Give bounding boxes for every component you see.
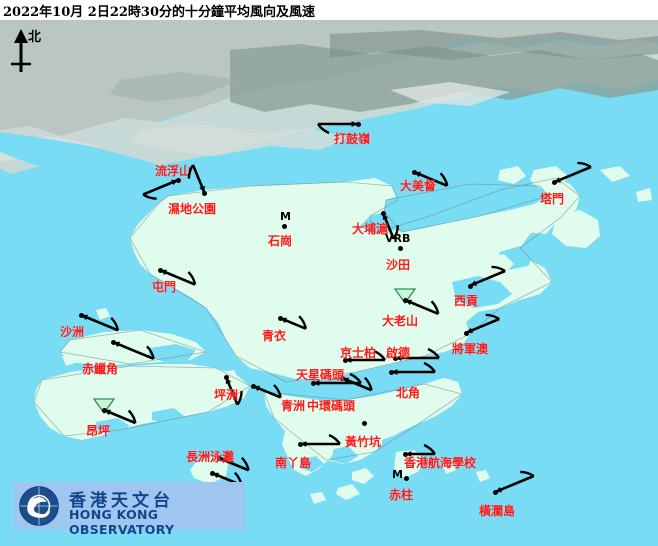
station-label: 坪洲 [214, 388, 239, 402]
station-label: 黃竹坑 [345, 435, 382, 449]
station-wind-note: M [392, 468, 403, 481]
hong-kong-wind-map [0, 20, 658, 546]
lantau-island [34, 364, 250, 440]
wind-barb [405, 443, 436, 457]
station-label: 流浮山 [155, 164, 192, 178]
station-label: 赤柱 [389, 488, 414, 502]
station-label: 西貢 [454, 294, 479, 308]
wind-barb [142, 178, 179, 200]
station-dot [201, 190, 207, 196]
wind-barb [218, 456, 250, 472]
wind-barb [465, 313, 500, 335]
north-label: 北 [28, 30, 42, 45]
wind-barb [103, 408, 137, 425]
wind-barb [381, 212, 400, 240]
deep-bay [0, 132, 210, 200]
station-label: 昂坪 [86, 424, 111, 438]
wind-barb [313, 372, 362, 386]
station-label: 長洲泳灘 [186, 450, 235, 464]
hko-logo: 香港天文台 HONG KONG OBSERVATORY [13, 482, 245, 537]
station-label: 赤鱲角 [82, 362, 119, 376]
station-label: 天星碼頭 [296, 368, 345, 382]
wind-barb [224, 376, 243, 406]
north-arrow-icon [11, 29, 31, 72]
logo-chinese-text: 香港天文台 [69, 491, 174, 511]
wind-barb [252, 384, 282, 399]
station-label: 橫瀾島 [479, 504, 516, 518]
station-overlay: 打鼓嶺流浮山濕地公園石崗 M 大美督塔門大埔滬沙田 VRB 屯門沙洲赤鱲角昂坪 西貢大老山… [0, 20, 658, 546]
station-wind-note: VRB [385, 232, 411, 245]
station-wind-note: M [280, 210, 291, 223]
station-dot [397, 245, 403, 251]
elevated-station-triangle-icon [93, 398, 115, 414]
wind-barb [317, 121, 358, 135]
station-label: 石崗 [268, 234, 293, 248]
station-label: 將軍澳 [452, 342, 489, 356]
wind-barb [300, 433, 341, 447]
station-label: 京士柏 [340, 346, 377, 360]
wind-barb [112, 340, 155, 361]
station-dot [403, 475, 409, 481]
station-dot [467, 283, 473, 289]
wind-barb [494, 470, 535, 494]
station-dot [492, 489, 498, 495]
station-label: 大老山 [382, 314, 419, 328]
wind-barb [279, 315, 308, 330]
station-label: 南丫島 [275, 456, 312, 470]
station-label: 啟德 [386, 346, 411, 360]
station-label: 打鼓嶺 [334, 132, 371, 146]
wind-barb [159, 268, 197, 286]
station-label: 塔門 [540, 192, 565, 206]
tsing-yi [256, 322, 292, 346]
station-label: 沙洲 [60, 325, 85, 339]
station-dot [361, 420, 367, 426]
coastline-strokes [33, 177, 581, 461]
elevated-station-triangle-icon [394, 288, 416, 304]
station-label: 沙田 [386, 258, 411, 272]
title-bar: 2022年10月 2日22時30分的十分鐘平均風向及風速 [0, 0, 658, 20]
station-label: 中環碼頭 [307, 399, 356, 413]
wind-barb [395, 347, 440, 361]
wind-barb [345, 349, 386, 363]
wind-barb [553, 161, 592, 184]
station-dot [463, 330, 469, 336]
tolo-harbour [384, 180, 548, 232]
station-dot [175, 177, 181, 183]
station-label: 青衣 [262, 329, 287, 343]
map-base-layer [0, 20, 658, 546]
page-title: 2022年10月 2日22時30分的十分鐘平均風向及風速 [3, 5, 316, 20]
wind-barb [391, 361, 436, 375]
waglan-island [476, 470, 490, 482]
station-label: 大美督 [400, 179, 437, 193]
wind-barb [80, 313, 120, 332]
wind-barb [413, 170, 449, 187]
wind-barb [469, 266, 506, 288]
station-dot [281, 223, 287, 229]
wind-barb [404, 298, 440, 315]
station-label: 屯門 [152, 280, 177, 294]
station-label: 北角 [396, 386, 421, 400]
station-label: 濕地公園 [168, 202, 217, 216]
hong-kong-landmass [34, 166, 600, 504]
wind-barb [187, 164, 206, 194]
station-dot [551, 179, 557, 185]
hko-emblem-icon [19, 486, 59, 526]
station-label: 青洲 [281, 399, 306, 413]
logo-english-text: HONG KONG OBSERVATORY [69, 507, 175, 537]
station-label: 香港航海學校 [404, 456, 477, 470]
station-label: 大埔滬 [352, 222, 389, 236]
victoria-harbour [250, 354, 458, 396]
